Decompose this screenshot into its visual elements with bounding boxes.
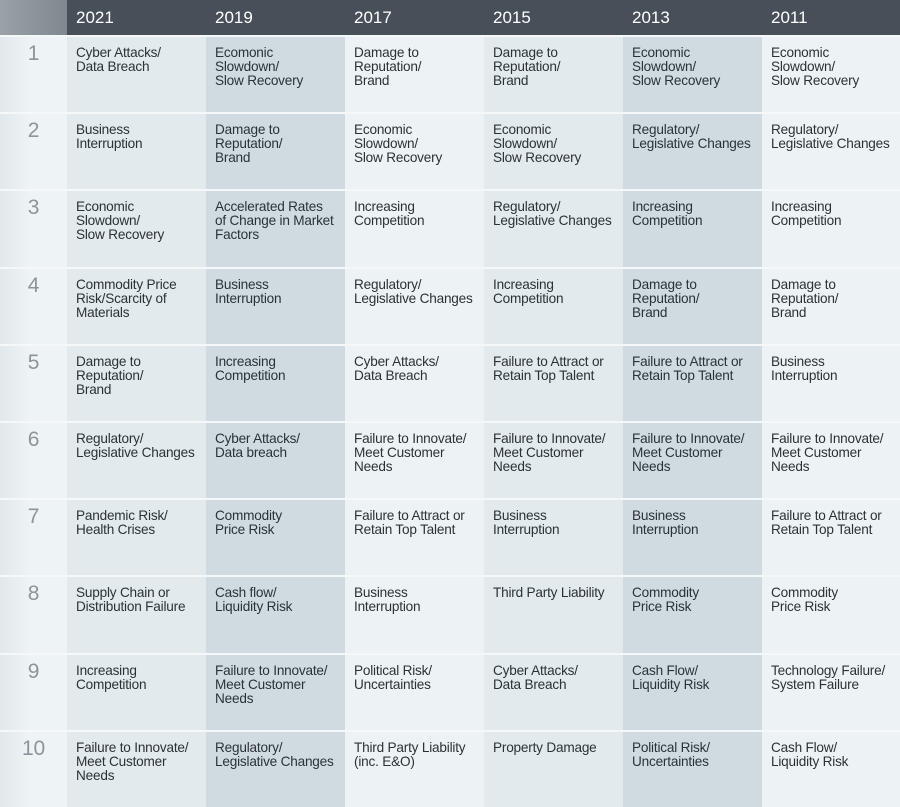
risk-cell: Damage to Reputation/ Brand [762, 266, 900, 345]
rank-number: 2 [0, 112, 67, 191]
risk-cell: Cash Flow/ Liquidity Risk [762, 729, 900, 807]
risk-cell: Failure to Innovate/ Meet Customer Needs [206, 652, 345, 731]
risk-cell: Failure to Attract or Retain Top Talent [762, 498, 900, 577]
year-header-2011: 2011 [762, 0, 900, 36]
risk-cell: Damage to Reputation/ Brand [206, 112, 345, 191]
risk-cell: Damage to Reputation/ Brand [484, 34, 623, 114]
risk-cell: Increasing Competition [623, 189, 762, 268]
risk-cell: Increasing Competition [484, 266, 623, 345]
year-header-2013: 2013 [623, 0, 762, 36]
table-row: 5 Damage to Reputation/ Brand Increasing C… [0, 343, 900, 422]
risk-cell: Increasing Competition [762, 189, 900, 268]
risk-cell: Economic Slowdown/ Slow Recovery [484, 112, 623, 191]
risk-cell: Increasing Competition [345, 189, 484, 268]
risk-cell: Economic Slowdown/ Slow Recovery [762, 34, 900, 114]
risk-cell: Supply Chain or Distribution Failure [67, 575, 206, 654]
risk-cell: Economic Slowdown/ Slow Recovery [67, 189, 206, 268]
risk-cell: Regulatory/ Legislative Changes [762, 112, 900, 191]
risk-cell: Cash Flow/ Liquidity Risk [623, 652, 762, 731]
risk-cell: Business Interruption [206, 266, 345, 345]
year-header-2019: 2019 [206, 0, 345, 36]
risk-cell: Failure to Attract or Retain Top Talent [623, 343, 762, 422]
risk-cell: Commodity Price Risk [206, 498, 345, 577]
rank-number: 6 [0, 420, 67, 500]
table-row: 1 Cyber Attacks/ Data Breach Ecomonic Slow… [0, 34, 900, 114]
rank-number: 7 [0, 498, 67, 577]
rank-number: 9 [0, 652, 67, 731]
table-row: 9 Increasing Competition Failure to Innova… [0, 652, 900, 731]
risk-cell: Business Interruption [762, 343, 900, 422]
table-row: 7 Pandemic Risk/ Health Crises Commodity P… [0, 498, 900, 577]
risk-cell: Commodity Price Risk/Scarcity of Materia… [67, 266, 206, 345]
risk-cell: Failure to Innovate/ Meet Customer Needs [345, 420, 484, 500]
risk-cell: Failure to Innovate/ Meet Customer Needs [623, 420, 762, 500]
table-row: 8 Supply Chain or Distribution Failure Cas… [0, 575, 900, 654]
risk-cell: Business Interruption [67, 112, 206, 191]
year-header-2017: 2017 [345, 0, 484, 36]
risk-cell: Commodity Price Risk [623, 575, 762, 654]
risk-cell: Increasing Competition [67, 652, 206, 731]
table-row: 2 Business Interruption Damage to Reputati… [0, 112, 900, 191]
risk-cell: Damage to Reputation/ Brand [623, 266, 762, 345]
risk-cell: Economic Slowdown/ Slow Recovery [623, 34, 762, 114]
risk-cell: Third Party Liability [484, 575, 623, 654]
risk-cell: Regulatory/ Legislative Changes [484, 189, 623, 268]
risk-cell: Cyber Attacks/ Data Breach [484, 652, 623, 731]
risk-cell: Ecomonic Slowdown/ Slow Recovery [206, 34, 345, 114]
rank-number: 5 [0, 343, 67, 422]
risk-cell: Property Damage [484, 729, 623, 807]
risk-cell: Political Risk/ Uncertainties [345, 652, 484, 731]
header-row: 2021 2019 2017 2015 2013 2011 [0, 0, 900, 36]
risk-cell: Political Risk/ Uncertainties [623, 729, 762, 807]
rank-number: 1 [0, 34, 67, 114]
table-row: 3 Economic Slowdown/ Slow Recovery Acceler… [0, 189, 900, 268]
table-row: 4 Commodity Price Risk/Scarcity of Materi… [0, 266, 900, 345]
rank-number: 10 [0, 729, 67, 807]
risk-cell: Damage to Reputation/ Brand [67, 343, 206, 422]
rank-number: 3 [0, 189, 67, 268]
risk-cell: Increasing Competition [206, 343, 345, 422]
risk-cell: Failure to Attract or Retain Top Talent [484, 343, 623, 422]
risk-cell: Regulatory/ Legislative Changes [345, 266, 484, 345]
risk-cell: Business Interruption [623, 498, 762, 577]
table-row: 10 Failure to Innovate/ Meet Customer Nee… [0, 729, 900, 807]
year-header-2015: 2015 [484, 0, 623, 36]
risk-cell: Cyber Attacks/ Data Breach [67, 34, 206, 114]
risk-cell: Failure to Innovate/ Meet Customer Needs [762, 420, 900, 500]
risk-cell: Failure to Attract or Retain Top Talent [345, 498, 484, 577]
risk-cell: Damage to Reputation/ Brand [345, 34, 484, 114]
rank-number: 8 [0, 575, 67, 654]
rank-number: 4 [0, 266, 67, 345]
risk-cell: Commodity Price Risk [762, 575, 900, 654]
year-header-2021: 2021 [67, 0, 206, 36]
risk-cell: Failure to Innovate/ Meet Customer Needs [67, 729, 206, 807]
risk-cell: Pandemic Risk/ Health Crises [67, 498, 206, 577]
risk-cell: Economic Slowdown/ Slow Recovery [345, 112, 484, 191]
risk-cell: Third Party Liability (inc. E&O) [345, 729, 484, 807]
risk-cell: Cash flow/ Liquidity Risk [206, 575, 345, 654]
risk-cell: Technology Failure/ System Failure [762, 652, 900, 731]
risk-cell: Cyber Attacks/ Data breach [206, 420, 345, 500]
risk-cell: Regulatory/ Legislative Changes [623, 112, 762, 191]
header-corner [0, 0, 67, 36]
risk-cell: Business Interruption [345, 575, 484, 654]
risk-cell: Cyber Attacks/ Data Breach [345, 343, 484, 422]
risk-cell: Regulatory/ Legislative Changes [206, 729, 345, 807]
risk-cell: Business Interruption [484, 498, 623, 577]
risk-cell: Accelerated Rates of Change in Market Fa… [206, 189, 345, 268]
risk-cell: Regulatory/ Legislative Changes [67, 420, 206, 500]
risk-cell: Failure to Innovate/ Meet Customer Needs [484, 420, 623, 500]
table-row: 6 Regulatory/ Legislative Changes Cyber At… [0, 420, 900, 500]
